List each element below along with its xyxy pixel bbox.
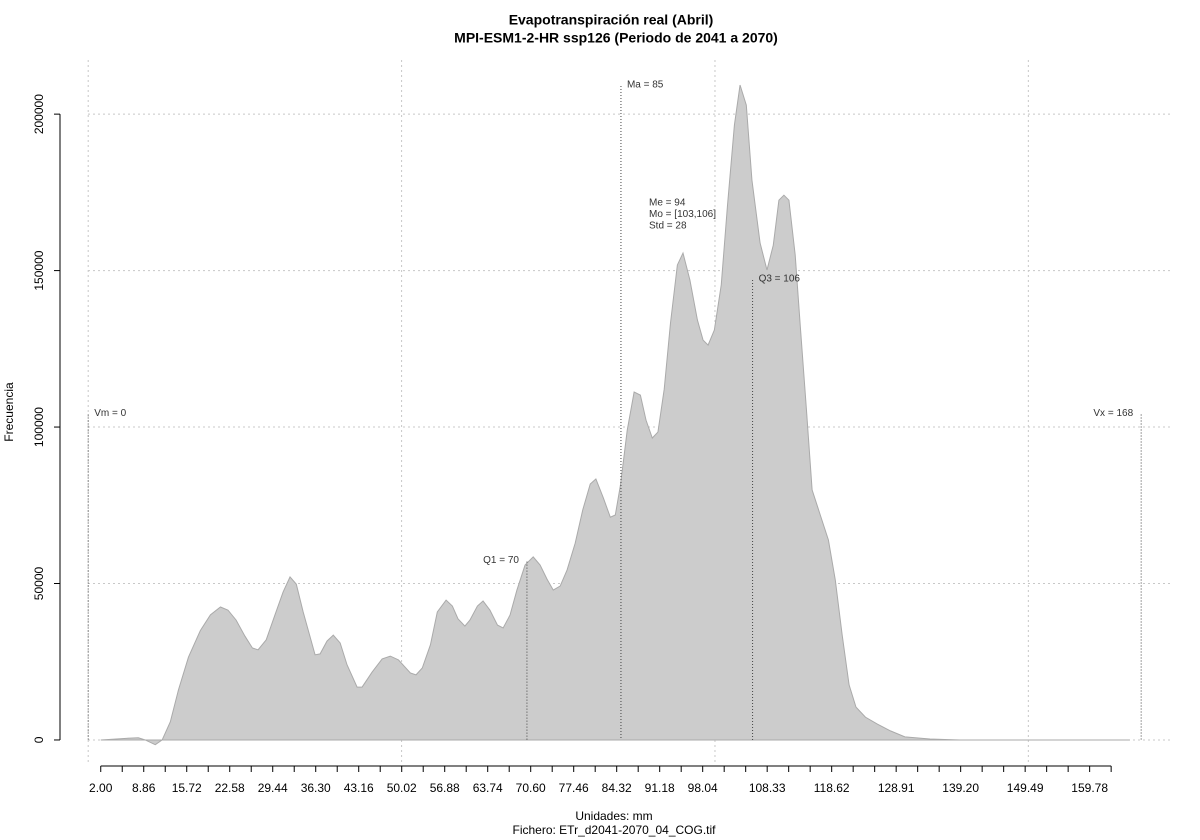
x-tick-label: 56.88 (430, 781, 460, 795)
density-area (100, 84, 1130, 746)
x-tick-label: 91.18 (645, 781, 675, 795)
stat-label: Mo = [103,106] (649, 209, 716, 220)
x-tick-label: 36.30 (301, 781, 331, 795)
x-tick-label: 2.00 (89, 781, 113, 795)
stat-label: Me = 94 (649, 198, 686, 209)
x-tick-label: 139.20 (942, 781, 979, 795)
chart-title: Evapotranspiración real (Abril) (509, 12, 714, 28)
y-tick-label: 200000 (32, 94, 46, 134)
x-tick-label: 159.78 (1071, 781, 1108, 795)
x-tick-label: 108.33 (749, 781, 786, 795)
chart-subtitle: MPI-ESM1-2-HR ssp126 (Periodo de 2041 a … (454, 30, 778, 46)
annotation-label: Vx = 168 (1093, 408, 1133, 419)
x-tick-label: 118.62 (814, 781, 850, 795)
x-tick-label: 149.49 (1007, 781, 1044, 795)
x-tick-label: 84.32 (602, 781, 632, 795)
x-tick-label: 22.58 (215, 781, 245, 795)
y-axis-label: Frecuencia (2, 382, 16, 442)
y-tick-label: 50000 (32, 567, 46, 601)
x-tick-label: 8.86 (132, 781, 156, 795)
x-axis-label: Unidades: mm (575, 809, 652, 823)
x-tick-label: 70.60 (516, 781, 546, 795)
x-tick-label: 77.46 (559, 781, 589, 795)
x-tick-label: 98.04 (688, 781, 718, 795)
y-tick-label: 0 (32, 736, 46, 743)
annotation-label: Q3 = 106 (759, 274, 801, 285)
x-tick-label: 50.02 (387, 781, 417, 795)
caption: Fichero: ETr_d2041-2070_04_COG.tif (513, 823, 717, 837)
y-tick-label: 150000 (32, 250, 46, 290)
x-tick-label: 63.74 (473, 781, 503, 795)
y-tick-label: 100000 (32, 407, 46, 447)
x-tick-label: 15.72 (172, 781, 202, 795)
stat-label: Std = 28 (649, 221, 687, 232)
annotation-label: Ma = 85 (627, 80, 664, 91)
annotation-label: Vm = 0 (94, 408, 126, 419)
x-tick-label: 29.44 (258, 781, 288, 795)
x-tick-label: 43.16 (344, 781, 374, 795)
annotation-label: Q1 = 70 (483, 555, 519, 566)
x-tick-label: 128.91 (878, 781, 915, 795)
